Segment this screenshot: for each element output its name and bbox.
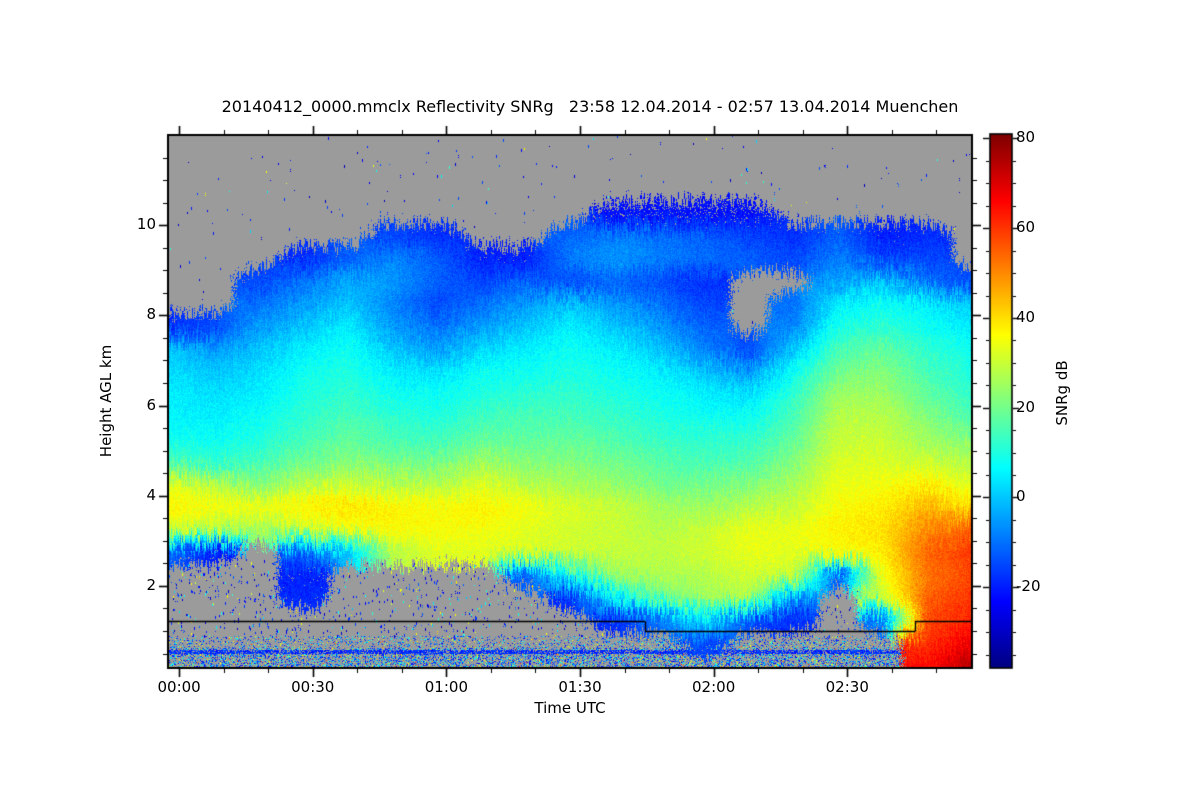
colorbar-tick-label--20: -20	[1016, 577, 1041, 596]
y-tick-label-6: 6	[146, 395, 156, 414]
colorbar-tick-label-20: 20	[1016, 397, 1036, 416]
x-tick-label-02:00: 02:00	[692, 678, 736, 696]
colorbar-tick-label-0: 0	[1016, 487, 1026, 506]
x-tick-label-01:30: 01:30	[558, 678, 602, 696]
y-tick-label-4: 4	[146, 485, 156, 504]
x-tick-label-02:30: 02:30	[825, 678, 869, 696]
y-tick-label-2: 2	[146, 575, 156, 594]
plot-title: 20140412_0000.mmclx Reflectivity SNRg 23…	[221, 97, 959, 116]
colorbar-tick-label-40: 40	[1016, 307, 1036, 326]
y-tick-label-10: 10	[136, 215, 156, 234]
x-tick-label-00:00: 00:00	[157, 678, 201, 696]
x-axis-label: Time UTC	[534, 699, 606, 717]
colorbar-tick-label-60: 60	[1016, 218, 1036, 237]
colorbar-label: SNRg dB	[1053, 360, 1071, 426]
colorbar-tick-label-80: 80	[1016, 128, 1036, 147]
x-tick-label-01:00: 01:00	[424, 678, 468, 696]
x-tick-label-00:30: 00:30	[291, 678, 335, 696]
y-tick-label-8: 8	[146, 305, 156, 324]
